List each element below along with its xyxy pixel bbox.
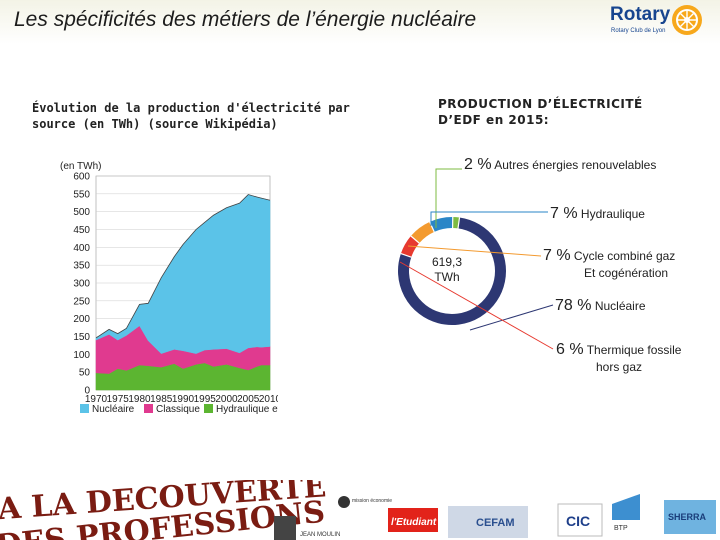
area-chart-y-tick: 550 (73, 189, 90, 200)
area-chart-y-tick: 250 (73, 296, 90, 307)
production-area-chart: (en TWh) 0 50 100 150 200 250 300 350 400 450 500 5… (52, 158, 278, 420)
area-chart-heading-line1: Évolution de la production d'électricité… (32, 101, 350, 115)
donut-center-unit: TWh (434, 270, 460, 284)
leader-line-fossil (399, 261, 554, 350)
label-fossil-text-line2: hors gaz (596, 360, 643, 374)
area-chart-y-tick: 50 (79, 368, 91, 379)
partner-logo-btp: BTP (614, 525, 628, 532)
donut-center-value: 619,3 (432, 255, 463, 269)
discover-professions-artwork: A LA DECOUVERTE DES PROFESSIONS (0, 480, 327, 540)
leader-line-renewables (435, 168, 462, 228)
legend-label: Hydraulique et éolien (216, 404, 278, 415)
area-chart-y-tick: 450 (73, 225, 90, 236)
area-chart-y-tick: 200 (73, 314, 90, 325)
area-chart-y-label: (en TWh) (60, 161, 102, 172)
partner-logo-mission-icon (338, 496, 350, 508)
area-chart-x-tick: 1975 (107, 394, 130, 405)
donut-separator (457, 217, 461, 229)
area-chart-heading-line2: source (en TWh) (source Wikipédia) (32, 117, 278, 131)
rotary-wheel-icon (672, 5, 702, 35)
area-chart-x-tick: 2010 (259, 394, 278, 405)
legend-swatch (204, 404, 213, 413)
area-chart-y-tick: 100 (73, 350, 90, 361)
area-chart-x-tick: 1985 (150, 394, 173, 405)
label-nuclear: 78 % Nucléaire (555, 297, 646, 315)
leader-line-hydro (430, 211, 548, 226)
area-chart-x-tick: 1980 (128, 394, 151, 405)
donut-separator (429, 221, 435, 233)
area-chart-y-tick: 500 (73, 207, 90, 218)
donut-slice-2 (410, 221, 435, 244)
area-chart-y-tick: 350 (73, 261, 90, 272)
area-chart-x-tick: 2005 (237, 394, 260, 405)
donut-slice-1 (400, 236, 420, 258)
label-renewables-pct: 2 % (464, 156, 492, 173)
partner-logo-mission: mission économie (352, 498, 392, 504)
partner-logo-crest (274, 516, 296, 540)
donut-center-label: 619,3 TWh (432, 255, 462, 285)
partner-logo-cefam: CEFAM (476, 517, 515, 529)
partner-logo-cefam-bg (448, 506, 528, 538)
partner-logo-etudiant: l'Etudiant (391, 517, 437, 528)
area-total-outline (95, 194, 271, 339)
area-chart-x-tick: 1990 (172, 394, 195, 405)
partner-logos: JEAN MOULIN mission économie l'Etudiant … (274, 494, 716, 540)
label-gas-pct: 7 % (543, 247, 571, 264)
partner-logo-btp-shape (612, 494, 640, 520)
area-chart-x-tick: 2000 (215, 394, 238, 405)
leader-line-nuclear (469, 304, 554, 331)
slide-title: Les spécificités des métiers de l’énergi… (14, 8, 477, 31)
title-band (0, 0, 720, 44)
area-chart-x-tick: 1995 (194, 394, 217, 405)
donut-chart (398, 168, 554, 350)
label-nuclear-text: Nucléaire (594, 299, 646, 313)
partner-logo-sherra-bg (664, 500, 716, 534)
donut-slice-3 (429, 217, 453, 232)
donut-separator (400, 253, 412, 258)
label-fossil: 6 % Thermique fossile (556, 341, 681, 359)
label-nuclear-pct: 78 % (555, 297, 592, 314)
label-hydro: 7 % Hydraulique (550, 205, 645, 223)
area-chart-y-tick: 0 (84, 386, 90, 397)
partners-banner: A LA DECOUVERTE DES PROFESSIONS JEAN MOU… (0, 480, 720, 540)
partner-logo-etudiant-bg (388, 508, 438, 532)
partner-logo-jean-moulin: JEAN MOULIN (300, 532, 340, 538)
area-chart-y-tick: 150 (73, 332, 90, 343)
area-chart-y-tick: 600 (73, 172, 90, 183)
rotary-logo-subtitle: Rotary Club de Lyon (611, 28, 666, 34)
legend-swatch (144, 404, 153, 413)
area-chart-x-tick: 1970 (85, 394, 108, 405)
legend-swatch (80, 404, 89, 413)
legend-label: Nucléaire (92, 404, 135, 415)
donut-heading: PRODUCTION D’ÉLECTRICITÉ D’EDF en 2015: (438, 96, 643, 128)
area-chart-y-tick: 300 (73, 279, 90, 290)
legend-label: Classique (156, 404, 200, 415)
rotary-logo-text: Rotary (610, 4, 671, 25)
label-hydro-text: Hydraulique (580, 207, 645, 221)
donut-separator (410, 235, 420, 244)
donut-heading-line1: PRODUCTION D’ÉLECTRICITÉ (438, 97, 643, 111)
leader-lines (399, 168, 554, 350)
leader-line-gas (407, 245, 542, 257)
label-fossil-pct: 6 % (556, 341, 584, 358)
area-chart-y-tick: 400 (73, 243, 90, 254)
area-chart-heading: Évolution de la production d'électricité… (32, 100, 350, 132)
label-fossil-text: Thermique fossile (586, 343, 682, 357)
partner-logo-cic-bg (557, 503, 603, 537)
label-gas-text: Cycle combiné gaz (573, 249, 676, 263)
label-renewables-text: Autres énergies renouvelables (494, 158, 657, 172)
donut-slice-0 (398, 217, 506, 325)
label-hydro-pct: 7 % (550, 205, 578, 222)
donut-heading-line2: D’EDF en 2015: (438, 113, 550, 127)
label-gas: 7 % Cycle combiné gaz (543, 247, 675, 265)
label-gas-text-line2: Et cogénération (584, 266, 669, 280)
partner-logo-cic: CIC (566, 513, 590, 529)
label-renewables: 2 % Autres énergies renouvelables (464, 156, 656, 174)
partner-logo-sherra: SHERRA (668, 512, 707, 522)
